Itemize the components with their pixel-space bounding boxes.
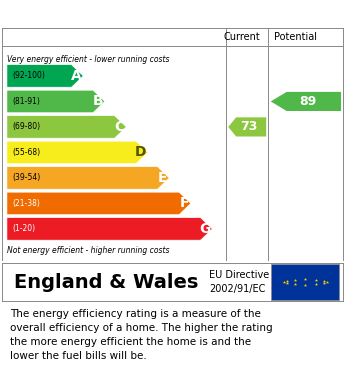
Text: (92-100): (92-100) — [12, 72, 45, 81]
Polygon shape — [7, 141, 148, 164]
Polygon shape — [7, 116, 126, 138]
Text: A: A — [71, 69, 81, 83]
Polygon shape — [271, 92, 341, 111]
Text: Not energy efficient - higher running costs: Not energy efficient - higher running co… — [7, 246, 169, 255]
Text: (55-68): (55-68) — [12, 148, 40, 157]
Text: 73: 73 — [240, 120, 257, 133]
Text: Potential: Potential — [274, 32, 317, 42]
Text: F: F — [180, 196, 189, 210]
Text: Energy Efficiency Rating: Energy Efficiency Rating — [8, 7, 218, 22]
Text: G: G — [199, 222, 211, 236]
Polygon shape — [7, 90, 105, 113]
Text: C: C — [114, 120, 125, 134]
Text: (39-54): (39-54) — [12, 174, 40, 183]
Text: (69-80): (69-80) — [12, 122, 40, 131]
Text: The energy efficiency rating is a measure of the
overall efficiency of a home. T: The energy efficiency rating is a measur… — [10, 309, 273, 361]
Text: Current: Current — [223, 32, 260, 42]
Text: England & Wales: England & Wales — [14, 273, 198, 292]
Text: 89: 89 — [299, 95, 316, 108]
Polygon shape — [7, 65, 83, 87]
Polygon shape — [228, 117, 266, 136]
Text: Very energy efficient - lower running costs: Very energy efficient - lower running co… — [7, 55, 169, 64]
Text: EU Directive
2002/91/EC: EU Directive 2002/91/EC — [209, 271, 269, 294]
FancyBboxPatch shape — [271, 264, 339, 300]
Text: B: B — [92, 95, 103, 108]
Polygon shape — [7, 218, 212, 240]
Text: (21-38): (21-38) — [12, 199, 40, 208]
Text: (81-91): (81-91) — [12, 97, 40, 106]
Polygon shape — [7, 167, 169, 189]
Polygon shape — [7, 192, 191, 215]
Text: D: D — [135, 145, 146, 160]
Text: (1-20): (1-20) — [12, 224, 35, 233]
Text: E: E — [158, 171, 167, 185]
